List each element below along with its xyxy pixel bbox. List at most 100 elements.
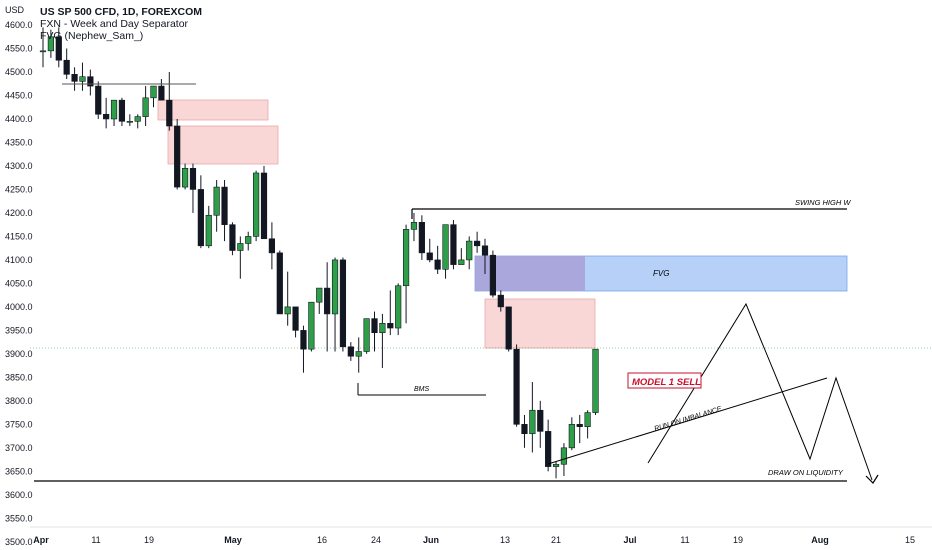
- candle[interactable]: [592, 348, 599, 415]
- candle[interactable]: [142, 86, 149, 127]
- candle[interactable]: [529, 382, 536, 453]
- candle[interactable]: [150, 85, 157, 108]
- candle[interactable]: [87, 69, 94, 96]
- candle[interactable]: [395, 283, 402, 336]
- candle[interactable]: [229, 222, 236, 256]
- candle[interactable]: [513, 344, 520, 427]
- candle[interactable]: [39, 27, 47, 68]
- candle[interactable]: [237, 236, 244, 279]
- candle[interactable]: [110, 99, 118, 127]
- candle[interactable]: [316, 287, 323, 314]
- candle[interactable]: [189, 163, 197, 213]
- candle[interactable]: [450, 219, 457, 270]
- swing-high-label: SWING HIGH W: [795, 198, 851, 207]
- candle[interactable]: [537, 400, 544, 448]
- candle[interactable]: [118, 97, 126, 127]
- symbol-title[interactable]: US SP 500 CFD, 1D, FOREXCOM: [40, 6, 203, 18]
- candle-body: [110, 99, 118, 120]
- candle[interactable]: [63, 48, 70, 80]
- candle[interactable]: [126, 114, 133, 127]
- candle[interactable]: [213, 180, 220, 232]
- candle[interactable]: [410, 212, 418, 242]
- candle[interactable]: [379, 313, 386, 368]
- candle[interactable]: [568, 417, 575, 451]
- candle[interactable]: [434, 245, 441, 274]
- candle[interactable]: [158, 79, 165, 101]
- candle[interactable]: [442, 224, 449, 279]
- candle[interactable]: [521, 414, 528, 448]
- candle[interactable]: [402, 224, 410, 324]
- candle[interactable]: [363, 318, 370, 354]
- candle[interactable]: [576, 414, 583, 444]
- candle-body: [237, 243, 244, 251]
- projection-arrowhead[interactable]: [865, 474, 879, 484]
- time-tick-label: 19: [144, 535, 154, 545]
- price-tick-label: 3950.0: [5, 325, 33, 335]
- candle[interactable]: [458, 248, 465, 265]
- candle[interactable]: [489, 250, 497, 298]
- model-label-box[interactable]: [627, 372, 702, 389]
- candle[interactable]: [292, 306, 299, 338]
- candle[interactable]: [545, 419, 552, 472]
- candle[interactable]: [253, 170, 260, 242]
- pink-supply-zone-2[interactable]: [167, 125, 279, 165]
- candle[interactable]: [71, 67, 78, 91]
- candle-body: [576, 424, 583, 427]
- candle-body: [537, 409, 544, 432]
- candle[interactable]: [79, 62, 86, 91]
- price-axis[interactable]: 4600.0 4550.0 4500.0 4450.0 4400.0 4350.0 4300…: [5, 20, 33, 547]
- imbalance-trendline[interactable]: [547, 377, 828, 465]
- candle[interactable]: [387, 290, 394, 336]
- indicator-week-day-separator[interactable]: FXN - Week and Day Separator: [40, 18, 189, 30]
- candle-body: [418, 222, 425, 254]
- candle[interactable]: [95, 81, 102, 119]
- time-tick-label: Jun: [423, 535, 439, 545]
- candle[interactable]: [268, 222, 275, 270]
- candle[interactable]: [284, 271, 291, 326]
- candle[interactable]: [103, 97, 110, 129]
- candle[interactable]: [481, 238, 489, 274]
- candle[interactable]: [584, 410, 591, 439]
- candle[interactable]: [134, 114, 141, 129]
- candle[interactable]: [166, 71, 173, 131]
- candle-body: [126, 121, 133, 123]
- candle-body: [347, 346, 354, 357]
- price-tick-label: 4200.0: [5, 208, 33, 218]
- candle[interactable]: [324, 262, 331, 352]
- candle-body: [489, 254, 497, 296]
- candle[interactable]: [418, 215, 425, 260]
- candle[interactable]: [331, 257, 339, 352]
- indicator-fvg[interactable]: FVG (Nephew_Sam_): [40, 30, 144, 42]
- candle[interactable]: [174, 118, 181, 190]
- candle[interactable]: [205, 205, 212, 249]
- candle[interactable]: [505, 306, 512, 352]
- candle[interactable]: [347, 342, 354, 361]
- candle[interactable]: [221, 180, 228, 242]
- pink-supply-zone-1[interactable]: [157, 99, 269, 121]
- candle[interactable]: [181, 163, 189, 190]
- candle[interactable]: [308, 301, 315, 352]
- time-axis[interactable]: Apr 11 19 May 16 24 Jun 13 21 Jul 11 19 Aug 15: [30, 526, 932, 545]
- candle[interactable]: [466, 236, 473, 270]
- candle[interactable]: [552, 461, 560, 479]
- candle[interactable]: [260, 165, 268, 240]
- candle[interactable]: [300, 325, 307, 373]
- candle-body: [63, 59, 70, 75]
- candle[interactable]: [197, 175, 204, 249]
- candle[interactable]: [276, 250, 283, 315]
- time-tick-label: 16: [317, 535, 327, 545]
- candle[interactable]: [426, 238, 433, 263]
- candle[interactable]: [474, 231, 481, 253]
- candle[interactable]: [497, 290, 504, 312]
- candle[interactable]: [245, 231, 252, 251]
- projection-path-1[interactable]: [647, 302, 873, 481]
- candle[interactable]: [47, 29, 54, 58]
- candle[interactable]: [371, 311, 378, 352]
- candle-body: [481, 245, 489, 256]
- candle[interactable]: [355, 337, 362, 373]
- candle-body: [221, 186, 228, 225]
- candle[interactable]: [55, 27, 62, 68]
- candle-body: [260, 172, 268, 240]
- candle[interactable]: [339, 257, 347, 352]
